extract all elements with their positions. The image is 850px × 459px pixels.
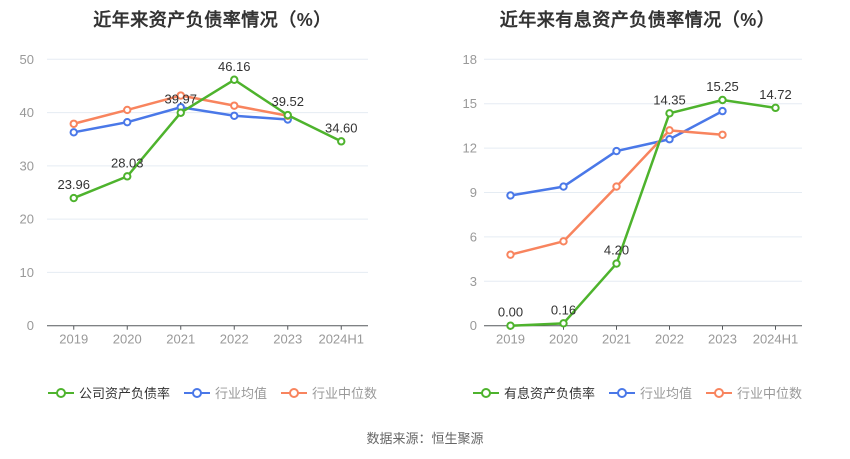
- data-point-label: 34.60: [325, 120, 358, 135]
- data-point-marker[interactable]: [665, 109, 674, 118]
- data-point-marker[interactable]: [230, 75, 239, 84]
- data-point-label: 4.20: [604, 243, 629, 258]
- x-axis-tick-label: 2020: [113, 332, 142, 347]
- series-line: [72, 78, 343, 200]
- asset-liability-chart-panel: 近年来资产负债率情况（%） 0 10 20 30 40 50 2019 2020 2021 202…: [0, 0, 425, 420]
- data-point-marker[interactable]: [612, 146, 621, 156]
- y-axis-tick-label: 15: [463, 96, 477, 111]
- x-axis-tick-label: 2022: [220, 332, 249, 347]
- x-axis-tick-label: 2021: [166, 332, 195, 347]
- data-point-marker[interactable]: [665, 126, 674, 135]
- legend-line-marker-icon: [472, 387, 499, 398]
- chart-legend: 有息资产负债率 行业均值 行业中位数: [425, 383, 850, 402]
- legend-item-label: 有息资产负债率: [503, 386, 595, 401]
- legend-line-marker-icon: [281, 387, 307, 398]
- x-axis-tick-label: 2021: [602, 332, 631, 347]
- x-axis-tick-label: 2019: [496, 332, 525, 347]
- x-axis-tick-label: 2023: [708, 332, 737, 347]
- data-point-label: 46.16: [218, 59, 251, 74]
- data-point-label: 0.16: [551, 302, 576, 317]
- data-point-label: 23.96: [57, 177, 90, 192]
- data-point-label: 39.97: [164, 92, 197, 107]
- data-source-note: 数据来源：恒生聚源: [366, 431, 484, 446]
- data-point-label: 0.00: [498, 305, 523, 320]
- x-axis-tick-label: 2024H1: [753, 332, 799, 347]
- legend-item-label: 行业均值: [639, 386, 692, 401]
- series-line: [509, 98, 777, 327]
- data-point-marker[interactable]: [69, 119, 78, 128]
- data-point-marker[interactable]: [283, 110, 292, 120]
- y-axis-tick-label: 3: [470, 274, 477, 289]
- data-point-marker[interactable]: [665, 135, 674, 144]
- legend-item-series-0[interactable]: 有息资产负债率: [472, 383, 595, 402]
- legend-item-series-2[interactable]: 行业中位数: [281, 383, 377, 402]
- legend-item-series-1[interactable]: 行业均值: [183, 383, 267, 402]
- y-axis-tick-label: 12: [463, 141, 477, 156]
- data-point-marker[interactable]: [69, 128, 78, 137]
- x-axis-tick-label: 2022: [655, 332, 684, 347]
- legend-line-marker-icon: [608, 387, 635, 398]
- data-point-marker[interactable]: [230, 101, 239, 110]
- y-axis-tick-label: 18: [463, 52, 477, 67]
- data-point-marker[interactable]: [559, 319, 568, 328]
- chart-title: 近年来资产负债率情况（%）: [93, 10, 332, 30]
- data-point-marker[interactable]: [123, 105, 132, 115]
- legend-line-marker-icon: [706, 387, 732, 398]
- data-point-marker[interactable]: [506, 191, 515, 200]
- y-axis-tick-label: 40: [20, 105, 34, 120]
- y-axis-tick-label: 20: [20, 212, 34, 227]
- data-point-marker[interactable]: [612, 182, 621, 191]
- data-point-marker[interactable]: [176, 108, 185, 117]
- data-point-marker[interactable]: [559, 182, 568, 191]
- data-point-marker[interactable]: [718, 95, 727, 105]
- y-axis-tick-label: 6: [470, 229, 477, 244]
- legend-item-label: 行业均值: [214, 386, 267, 401]
- data-point-marker[interactable]: [230, 111, 239, 120]
- data-point-marker[interactable]: [69, 193, 78, 203]
- legend-line-marker-icon: [183, 387, 210, 398]
- y-axis-tick-label: 50: [20, 52, 34, 67]
- legend-line-marker-icon: [47, 387, 74, 398]
- data-point-marker[interactable]: [123, 117, 132, 127]
- interest-bearing-liability-chart-panel: 近年来有息资产负债率情况（%） 0 3 6 9 12 15 18 2019 2020 2021 20…: [425, 0, 850, 420]
- data-point-label: 15.25: [706, 79, 739, 94]
- y-axis-tick-label: 10: [20, 265, 34, 280]
- data-point-marker[interactable]: [612, 259, 621, 268]
- x-axis-tick-label: 2019: [59, 332, 88, 347]
- data-point-label: 14.35: [653, 92, 686, 107]
- data-point-marker[interactable]: [559, 237, 568, 246]
- legend-item-label: 行业中位数: [737, 386, 803, 401]
- x-axis-tick-label: 2023: [273, 332, 302, 347]
- y-axis-tick-label: 0: [27, 318, 34, 333]
- data-point-marker[interactable]: [506, 250, 515, 259]
- x-axis-tick-label: 2024H1: [318, 332, 364, 347]
- x-axis-tick-label: 2020: [549, 332, 578, 347]
- legend-item-series-2[interactable]: 行业中位数: [706, 383, 802, 402]
- legend-item-label: 行业中位数: [312, 386, 378, 401]
- data-point-marker[interactable]: [337, 137, 346, 146]
- data-point-marker[interactable]: [506, 321, 515, 330]
- y-axis-tick-label: 30: [20, 158, 34, 173]
- data-point-label: 14.72: [759, 87, 792, 102]
- legend-item-label: 公司资产负债率: [78, 386, 170, 401]
- legend-item-series-0[interactable]: 公司资产负债率: [47, 383, 170, 402]
- data-point-marker[interactable]: [123, 172, 132, 181]
- data-point-marker[interactable]: [771, 103, 780, 113]
- legend-item-series-1[interactable]: 行业均值: [608, 383, 692, 402]
- data-point-marker[interactable]: [718, 106, 727, 116]
- data-point-marker[interactable]: [176, 91, 185, 100]
- data-point-label: 39.52: [271, 94, 304, 109]
- asset-liability-chart-canvas: 0 10 20 30 40 50 2019 2020 2021 2022 2023 2024H1 23.…: [20, 52, 368, 347]
- interest-bearing-liability-chart-canvas: 0 3 6 9 12 15 18 2019 2020 2021 2022 2023 2024H1 0.00…: [463, 52, 802, 347]
- data-point-marker[interactable]: [718, 130, 727, 139]
- data-point-label: 28.03: [111, 155, 144, 170]
- chart-title: 近年来有息资产负债率情况（%）: [499, 10, 776, 30]
- y-axis-tick-label: 9: [470, 185, 477, 200]
- chart-legend: 公司资产负债率 行业均值 行业中位数: [0, 383, 425, 402]
- y-axis-tick-label: 0: [470, 318, 477, 333]
